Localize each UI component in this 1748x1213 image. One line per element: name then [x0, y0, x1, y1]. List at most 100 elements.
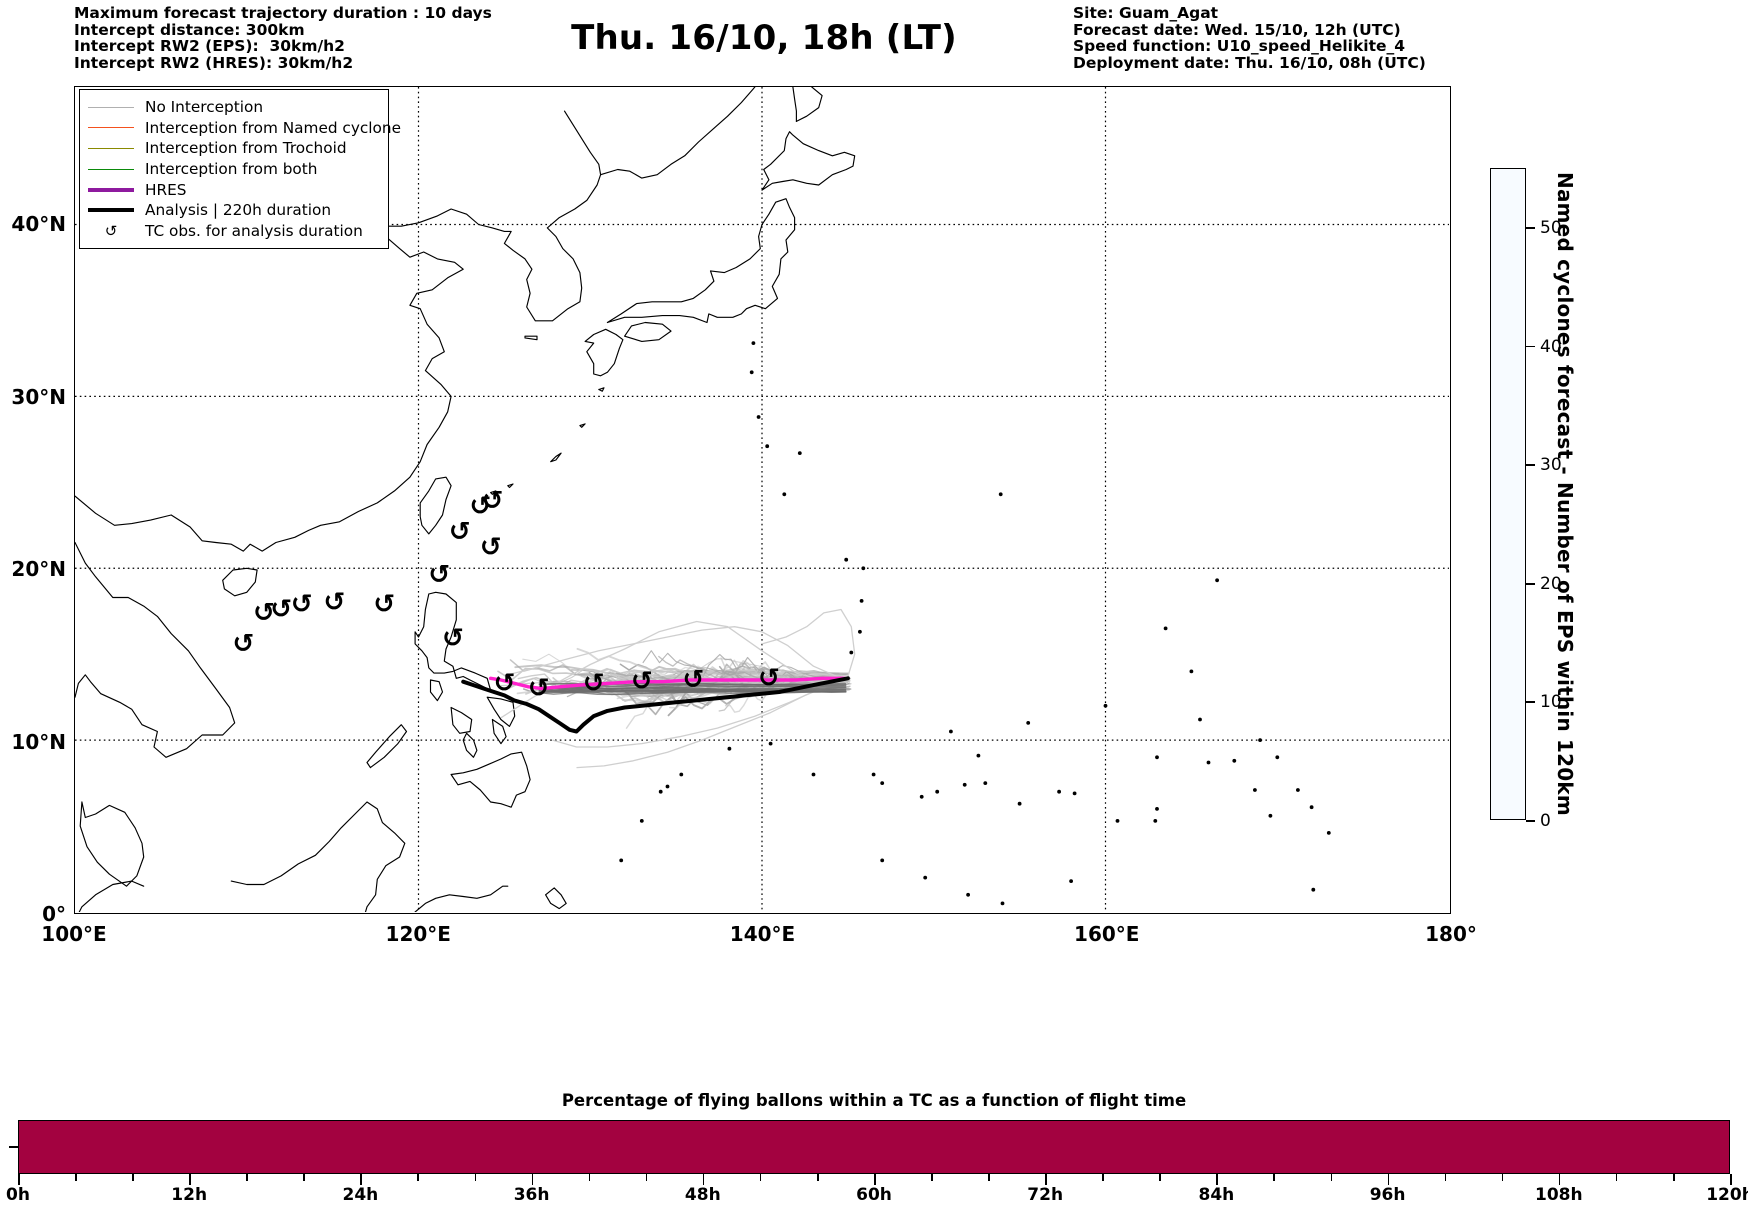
- island-marker-29: [1258, 738, 1262, 742]
- island-marker-56: [1069, 879, 1073, 883]
- island-marker-26: [1309, 805, 1314, 810]
- percentage-tick-label-96: 96h: [1369, 1185, 1406, 1205]
- island-marker-13: [919, 794, 924, 799]
- island-marker-53: [923, 875, 928, 880]
- percentage-tick-0: [18, 1174, 20, 1185]
- tc-observation-marker-7: ↺: [449, 517, 471, 547]
- percentage-tick-28: [417, 1174, 420, 1181]
- header-left-line-0: Maximum forecast trajectory duration : 1…: [74, 4, 492, 22]
- tc-observation-marker-5: ↺: [373, 589, 395, 619]
- hres-track: [488, 676, 847, 691]
- legend-item-3[interactable]: Interception from both: [88, 159, 379, 180]
- coastline-14: [414, 591, 492, 691]
- island-marker-8: [1057, 789, 1061, 794]
- coastline-1: [79, 801, 145, 887]
- map-ytick-label-40: 40°N: [11, 212, 66, 236]
- coastline-24: [366, 724, 408, 769]
- ensemble-outlier-3: [761, 608, 856, 677]
- island-marker-11: [1153, 819, 1158, 823]
- map-legend[interactable]: No Interception Interception from Named c…: [79, 89, 401, 250]
- island-marker-14: [880, 781, 885, 785]
- colorbar-tick-label-40: 40: [1540, 336, 1562, 357]
- island-marker-42: [1189, 669, 1194, 674]
- island-marker-12: [1155, 807, 1159, 811]
- percentage-tick-112: [1615, 1174, 1618, 1181]
- legend-label-4: HRES: [145, 180, 187, 199]
- percentage-tick-48: [702, 1174, 705, 1185]
- tc-observation-marker-2: ↺: [270, 595, 292, 625]
- island-marker-21: [1206, 760, 1211, 765]
- tc-observation-marker-17: ↺: [758, 663, 780, 693]
- island-marker-38: [935, 789, 940, 794]
- coastline-12: [419, 476, 452, 535]
- coastline-29: [507, 483, 514, 489]
- coastline-13: [222, 567, 258, 597]
- legend-item-6[interactable]: ↺ TC obs. for analysis duration: [88, 221, 379, 242]
- island-marker-44: [1215, 578, 1219, 583]
- island-marker-50: [751, 341, 756, 345]
- tc-observation-marker-8: ↺: [469, 491, 491, 521]
- ensemble-outlier-0: [507, 626, 842, 679]
- coastline-6: [606, 198, 796, 324]
- percentage-tick-label-60: 60h: [856, 1185, 892, 1205]
- percentage-tick-56: [816, 1174, 819, 1181]
- island-marker-33: [658, 789, 663, 794]
- coastline-19: [491, 718, 507, 745]
- coastline-25: [550, 452, 562, 463]
- island-marker-51: [749, 370, 754, 375]
- colorbar[interactable]: 0 10 20 30 40 50: [1490, 168, 1562, 831]
- percentage-tick-16: [246, 1174, 248, 1181]
- colorbar-tick-20: [1526, 582, 1535, 585]
- header-right-info: Site: Guam_Agat Forecast date: Wed. 15/10…: [1073, 5, 1426, 71]
- percentage-tick-label-84: 84h: [1198, 1185, 1235, 1205]
- percentage-tick-12: [189, 1174, 191, 1185]
- coastline-22: [78, 880, 145, 912]
- header-right-line-0: Site: Guam_Agat: [1073, 4, 1219, 22]
- tc-observation-marker-4: ↺: [323, 588, 345, 618]
- coastline-0: [75, 541, 236, 758]
- percentage-tick-24: [360, 1174, 362, 1185]
- percentage-tick-92: [1330, 1174, 1333, 1181]
- percentage-tick-4: [75, 1174, 77, 1181]
- island-marker-45: [998, 492, 1003, 497]
- island-marker-18: [679, 772, 684, 777]
- island-marker-20: [1017, 801, 1022, 806]
- island-marker-6: [962, 782, 967, 787]
- island-marker-10: [1115, 819, 1120, 823]
- percentage-bar[interactable]: [18, 1120, 1730, 1174]
- tc-observation-marker-16: ↺: [682, 665, 704, 695]
- island-marker-31: [1326, 831, 1331, 835]
- percentage-tick-40: [588, 1174, 591, 1181]
- coastline-27: [598, 387, 605, 392]
- legend-swatch-4: [88, 187, 134, 192]
- legend-item-5[interactable]: Analysis | 220h duration: [88, 200, 379, 221]
- island-marker-55: [1000, 901, 1005, 906]
- map-ytick-label-30: 30°N: [11, 384, 66, 409]
- legend-item-2[interactable]: Interception from Trochoid: [88, 138, 379, 159]
- island-marker-27: [1155, 755, 1159, 760]
- legend-item-4[interactable]: HRES: [88, 179, 379, 200]
- colorbar-gradient: [1490, 168, 1526, 820]
- colorbar-tick-30: [1526, 464, 1535, 466]
- tc-observation-marker-10: ↺: [480, 533, 502, 563]
- percentage-bar-title: Percentage of flying ballons within a TC…: [561, 1091, 1187, 1110]
- legend-item-0[interactable]: No Interception: [88, 97, 379, 118]
- colorbar-tick-label-20: 20: [1540, 573, 1562, 594]
- tc-observation-icon: ↺: [104, 221, 118, 240]
- coastline-26: [579, 423, 586, 428]
- percentage-tick-108: [1558, 1174, 1561, 1185]
- legend-swatch-5: [88, 208, 134, 213]
- ensemble-trajectories: [497, 608, 856, 769]
- percentage-bar-fill: [19, 1121, 1729, 1173]
- legend-label-2: Interception from Trochoid: [145, 139, 347, 158]
- map-ytick-label-0: 0°: [42, 902, 66, 926]
- percentage-tick-label-0: 0h: [6, 1185, 30, 1205]
- tc-observation-marker-12: ↺: [494, 668, 516, 698]
- colorbar-tick-40: [1526, 345, 1535, 348]
- legend-label-5: Analysis | 220h duration: [145, 201, 332, 220]
- island-marker-40: [1026, 721, 1031, 725]
- coastline-7: [761, 131, 856, 191]
- percentage-tick-64: [931, 1174, 933, 1181]
- legend-item-1[interactable]: Interception from Named cyclone: [88, 118, 401, 139]
- percentage-tick-104: [1501, 1174, 1504, 1181]
